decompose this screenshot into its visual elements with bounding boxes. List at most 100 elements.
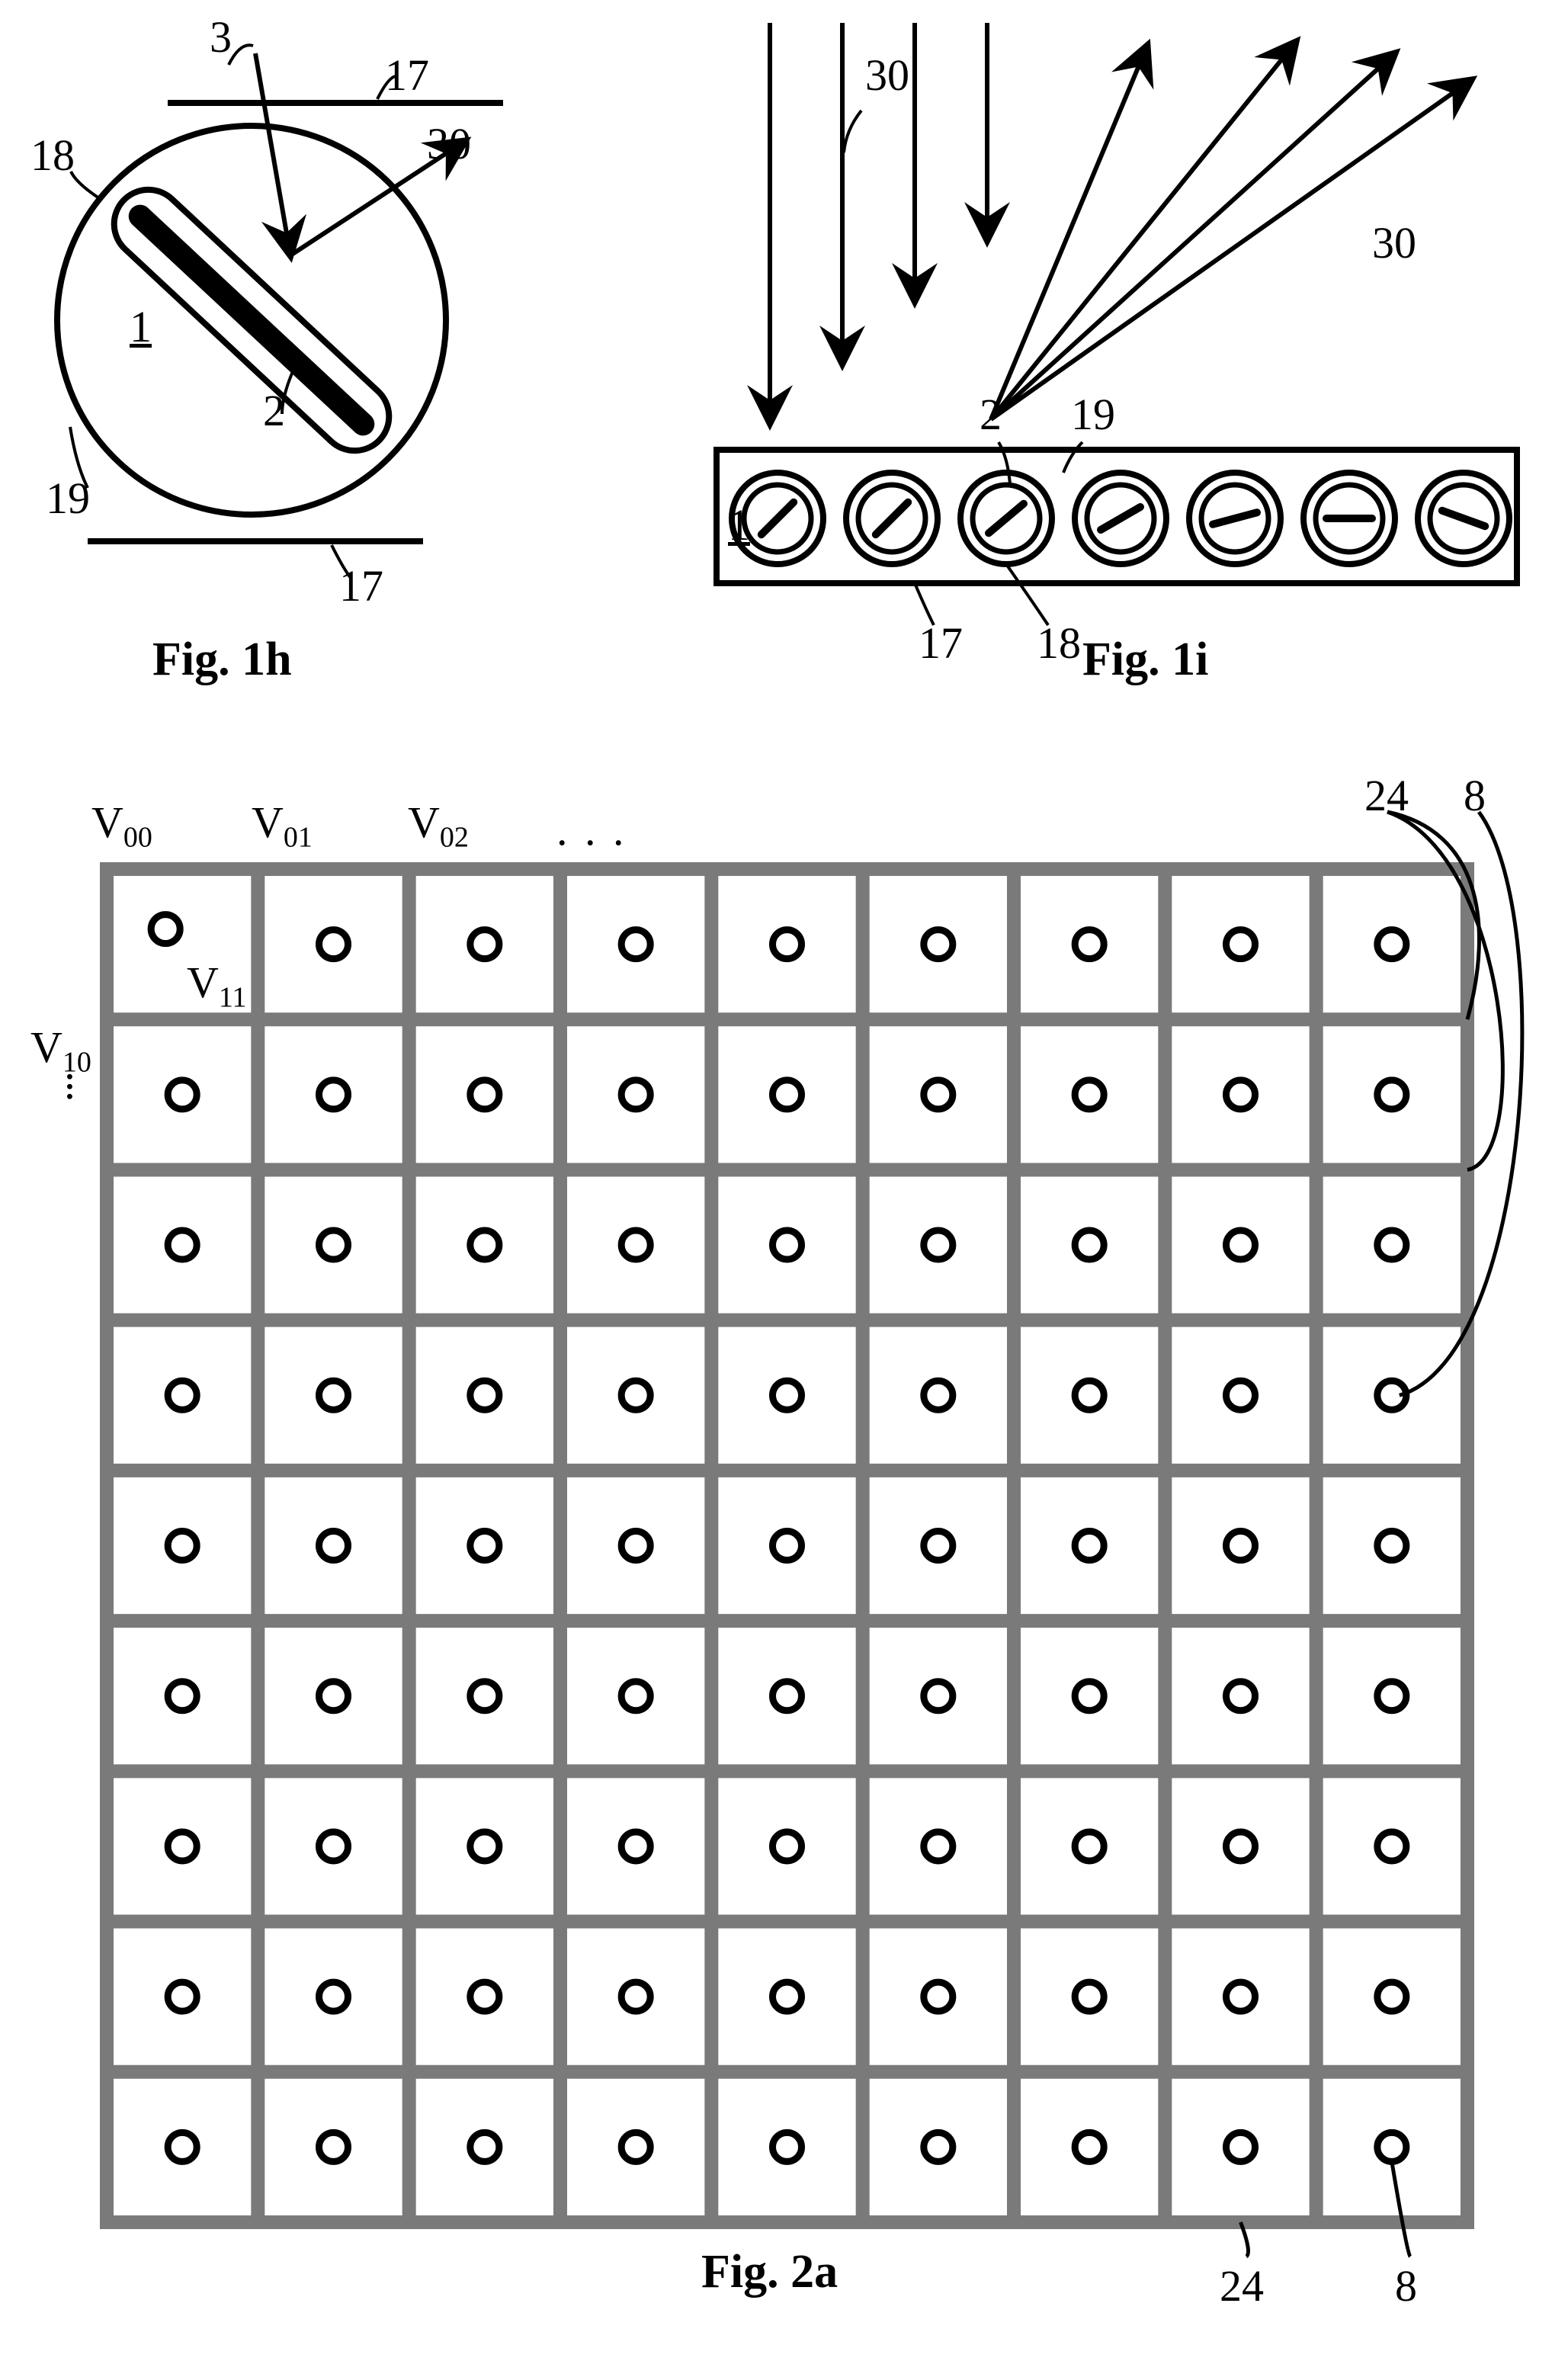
cell-rod xyxy=(1213,512,1257,524)
col-label-02: V02 xyxy=(408,797,469,855)
grid-dot xyxy=(1227,2132,1255,2161)
grid-dot xyxy=(319,1982,348,2011)
grid-dot xyxy=(1075,1230,1104,1259)
grid-dot xyxy=(319,1832,348,1861)
cell-rod xyxy=(1101,507,1140,530)
grid-dot xyxy=(773,1080,802,1109)
grid-dot xyxy=(924,1532,953,1561)
label-8-bot: 8 xyxy=(1395,2260,1417,2311)
grid-dot xyxy=(319,2132,348,2161)
grid-dot xyxy=(621,1532,650,1561)
grid-dot xyxy=(1377,1230,1406,1259)
grid-dot xyxy=(773,1832,802,1861)
fig-2a-group xyxy=(107,812,1522,2257)
cell-rod xyxy=(762,502,794,534)
rod-inner xyxy=(124,200,380,440)
lead-8-bot xyxy=(1392,2161,1410,2257)
grid-dot xyxy=(1075,1682,1104,1711)
grid-dot xyxy=(168,2132,197,2161)
label-30a-1i: 30 xyxy=(865,50,909,101)
grid-dot xyxy=(319,1381,348,1410)
grid-dot xyxy=(924,2132,953,2161)
grid-dot xyxy=(168,1381,197,1410)
grid-dot xyxy=(924,1832,953,1861)
col-label-dots: . . . xyxy=(556,804,627,855)
label-17b: 17 xyxy=(339,560,383,611)
label-24-bot: 24 xyxy=(1220,2260,1264,2311)
label-18: 18 xyxy=(30,130,75,181)
grid-dot xyxy=(168,1230,197,1259)
caption-1i: Fig. 1i xyxy=(1082,633,1208,687)
label-30-1h: 30 xyxy=(427,118,471,169)
grid-dot xyxy=(319,1682,348,1711)
grid-dot xyxy=(621,1381,650,1410)
inner-label-11: V11 xyxy=(187,957,246,1015)
grid-dot xyxy=(470,930,499,959)
grid-dot xyxy=(621,930,650,959)
grid-dot xyxy=(621,1230,650,1259)
grid-dot xyxy=(1227,930,1255,959)
grid-dot xyxy=(1377,1832,1406,1861)
label-18-1i: 18 xyxy=(1037,618,1081,669)
grid-dot xyxy=(1075,1982,1104,2011)
grid-dot xyxy=(1227,1982,1255,2011)
grid-dot xyxy=(773,2132,802,2161)
grid-dot xyxy=(319,1532,348,1561)
grid-dot xyxy=(1075,2132,1104,2161)
label-24-top: 24 xyxy=(1364,770,1409,821)
grid-dot xyxy=(1377,930,1406,959)
grid-frame xyxy=(107,869,1467,2222)
label-30b-1i: 30 xyxy=(1372,217,1416,268)
grid-dot xyxy=(1075,1832,1104,1861)
grid-dot xyxy=(1227,1230,1255,1259)
cell-rod xyxy=(1442,511,1485,527)
grid-dot xyxy=(319,930,348,959)
label-3: 3 xyxy=(210,11,232,63)
grid-dot xyxy=(924,1230,953,1259)
label-2-1h: 2 xyxy=(263,385,285,436)
row-label-dots: . . . xyxy=(57,1071,108,1096)
grid-dot xyxy=(470,1381,499,1410)
grid-dot xyxy=(168,1532,197,1561)
grid-dot xyxy=(924,1381,953,1410)
grid-dot xyxy=(470,1682,499,1711)
grid-dot xyxy=(773,1230,802,1259)
grid-dot xyxy=(1227,1832,1255,1861)
grid-dot xyxy=(924,930,953,959)
col-label-01: V01 xyxy=(252,797,313,855)
grid-dot xyxy=(1377,2132,1406,2161)
caption-2a: Fig. 2a xyxy=(701,2245,838,2299)
grid-dot xyxy=(621,1982,650,2011)
label-1-1h: 1 xyxy=(130,301,152,352)
grid-dot xyxy=(924,1982,953,2011)
grid-dot xyxy=(168,1080,197,1109)
grid-dot xyxy=(151,915,180,944)
lead-30a xyxy=(844,111,861,152)
grid-dot xyxy=(773,1381,802,1410)
label-17-1i: 17 xyxy=(919,618,963,669)
grid-dot xyxy=(470,2132,499,2161)
grid-dot xyxy=(319,1230,348,1259)
grid-dot xyxy=(168,1982,197,2011)
cell-rod xyxy=(876,502,908,534)
grid-dot xyxy=(1075,1532,1104,1561)
grid-dot xyxy=(1377,1080,1406,1109)
lead-18 xyxy=(71,172,99,198)
lead-18-1i xyxy=(1006,564,1048,625)
grid-dot xyxy=(168,1832,197,1861)
grid-dot xyxy=(773,1982,802,2011)
grid-dot xyxy=(168,1682,197,1711)
grid-dot xyxy=(319,1080,348,1109)
cells xyxy=(732,473,1509,564)
grid-dot xyxy=(924,1682,953,1711)
fig-1h xyxy=(0,0,1568,2361)
grid-dot xyxy=(1377,1532,1406,1561)
grid-dot xyxy=(1075,930,1104,959)
fig-1i-group xyxy=(717,23,1517,625)
ray-in xyxy=(255,53,290,255)
label-2-1i: 2 xyxy=(980,389,1002,440)
label-8-top: 8 xyxy=(1464,770,1486,821)
grid-dot xyxy=(1075,1381,1104,1410)
lead-3 xyxy=(229,45,253,65)
grid-dot xyxy=(1227,1532,1255,1561)
